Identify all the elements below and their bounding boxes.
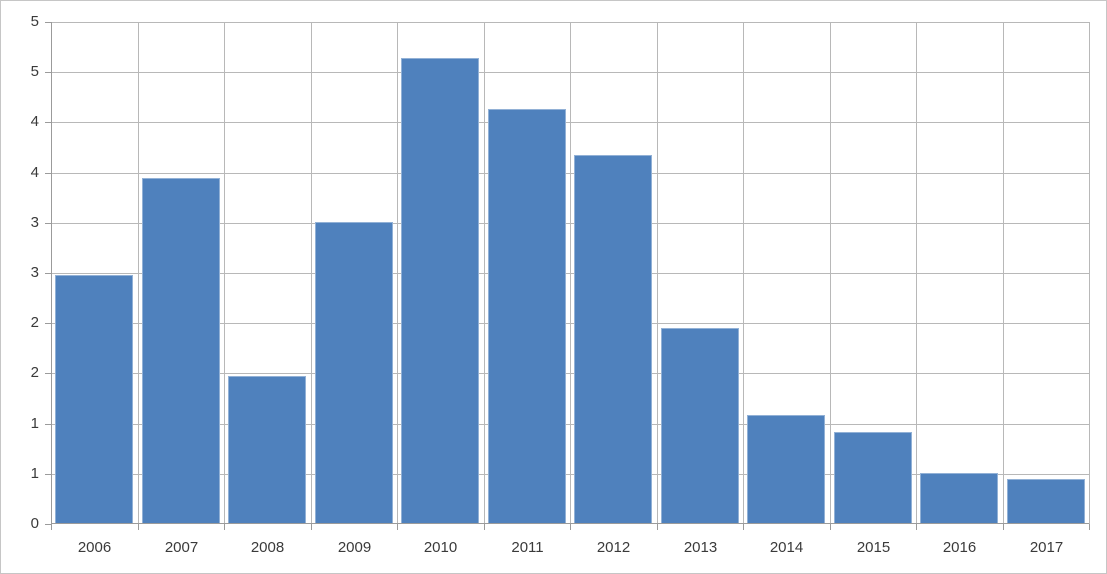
bar-2008[interactable] — [228, 376, 306, 524]
x-axis-tick — [743, 524, 744, 530]
bar-2009[interactable] — [315, 222, 393, 524]
bar-2011[interactable] — [488, 109, 566, 524]
bar-2012[interactable] — [574, 155, 652, 524]
y-axis-tick — [45, 72, 51, 73]
bar-2013[interactable] — [661, 328, 739, 524]
y-axis-tick — [45, 273, 51, 274]
y-axis-tick — [45, 474, 51, 475]
x-category-label: 2010 — [423, 539, 458, 556]
y-tick-label: 1 — [30, 415, 39, 432]
bar-2017[interactable] — [1007, 479, 1085, 524]
x-axis-tick — [657, 524, 658, 530]
y-axis-line — [51, 22, 52, 524]
y-tick-label: 5 — [30, 63, 39, 80]
gridline-vertical — [1003, 22, 1004, 524]
bar-2006[interactable] — [55, 275, 133, 524]
y-axis-tick — [45, 122, 51, 123]
x-axis-tick — [311, 524, 312, 530]
x-axis-tick — [397, 524, 398, 530]
x-category-label: 2015 — [856, 539, 891, 556]
gridline-vertical — [484, 22, 485, 524]
x-category-label: 2008 — [250, 539, 285, 556]
gridline-vertical — [916, 22, 917, 524]
x-category-label: 2006 — [77, 539, 112, 556]
x-category-label: 2016 — [942, 539, 977, 556]
y-tick-label: 0 — [30, 515, 39, 532]
gridline-vertical — [224, 22, 225, 524]
y-tick-label: 2 — [30, 364, 39, 381]
x-category-label: 2009 — [337, 539, 372, 556]
y-tick-label: 1 — [30, 465, 39, 482]
y-axis-tick — [45, 173, 51, 174]
x-axis-tick — [1089, 524, 1090, 530]
x-category-label: 2007 — [164, 539, 199, 556]
gridline-vertical — [657, 22, 658, 524]
gridline-vertical — [311, 22, 312, 524]
x-axis-tick — [830, 524, 831, 530]
y-tick-label: 2 — [30, 314, 39, 331]
x-axis-tick — [916, 524, 917, 530]
x-category-label: 2012 — [596, 539, 631, 556]
x-axis-tick — [484, 524, 485, 530]
y-axis-tick — [45, 323, 51, 324]
bar-2010[interactable] — [401, 58, 479, 524]
gridline-vertical — [830, 22, 831, 524]
x-category-label: 2017 — [1029, 539, 1064, 556]
y-tick-label: 3 — [30, 264, 39, 281]
x-category-label: 2013 — [683, 539, 718, 556]
x-axis-tick — [224, 524, 225, 530]
bar-2007[interactable] — [142, 178, 220, 524]
gridline-vertical — [1089, 22, 1090, 524]
gridline-vertical — [743, 22, 744, 524]
y-tick-label: 5 — [30, 13, 39, 30]
x-axis-line — [51, 523, 1089, 524]
y-tick-label: 3 — [30, 214, 39, 231]
y-axis-tick — [45, 223, 51, 224]
gridline-vertical — [397, 22, 398, 524]
x-axis-tick — [138, 524, 139, 530]
y-axis-tick — [45, 373, 51, 374]
bar-2014[interactable] — [747, 415, 825, 524]
x-axis-tick — [570, 524, 571, 530]
gridline-vertical — [138, 22, 139, 524]
y-axis-tick — [45, 22, 51, 23]
gridline-vertical — [570, 22, 571, 524]
y-tick-label: 4 — [30, 113, 39, 130]
x-axis-tick — [51, 524, 52, 530]
bar-2016[interactable] — [920, 473, 998, 524]
x-category-label: 2011 — [511, 539, 544, 556]
y-axis-tick — [45, 524, 51, 525]
x-axis-tick — [1003, 524, 1004, 530]
x-category-label: 2014 — [769, 539, 804, 556]
y-axis-tick — [45, 424, 51, 425]
plot-area — [45, 22, 1090, 530]
bar-2015[interactable] — [834, 432, 912, 524]
y-tick-label: 4 — [30, 164, 39, 181]
